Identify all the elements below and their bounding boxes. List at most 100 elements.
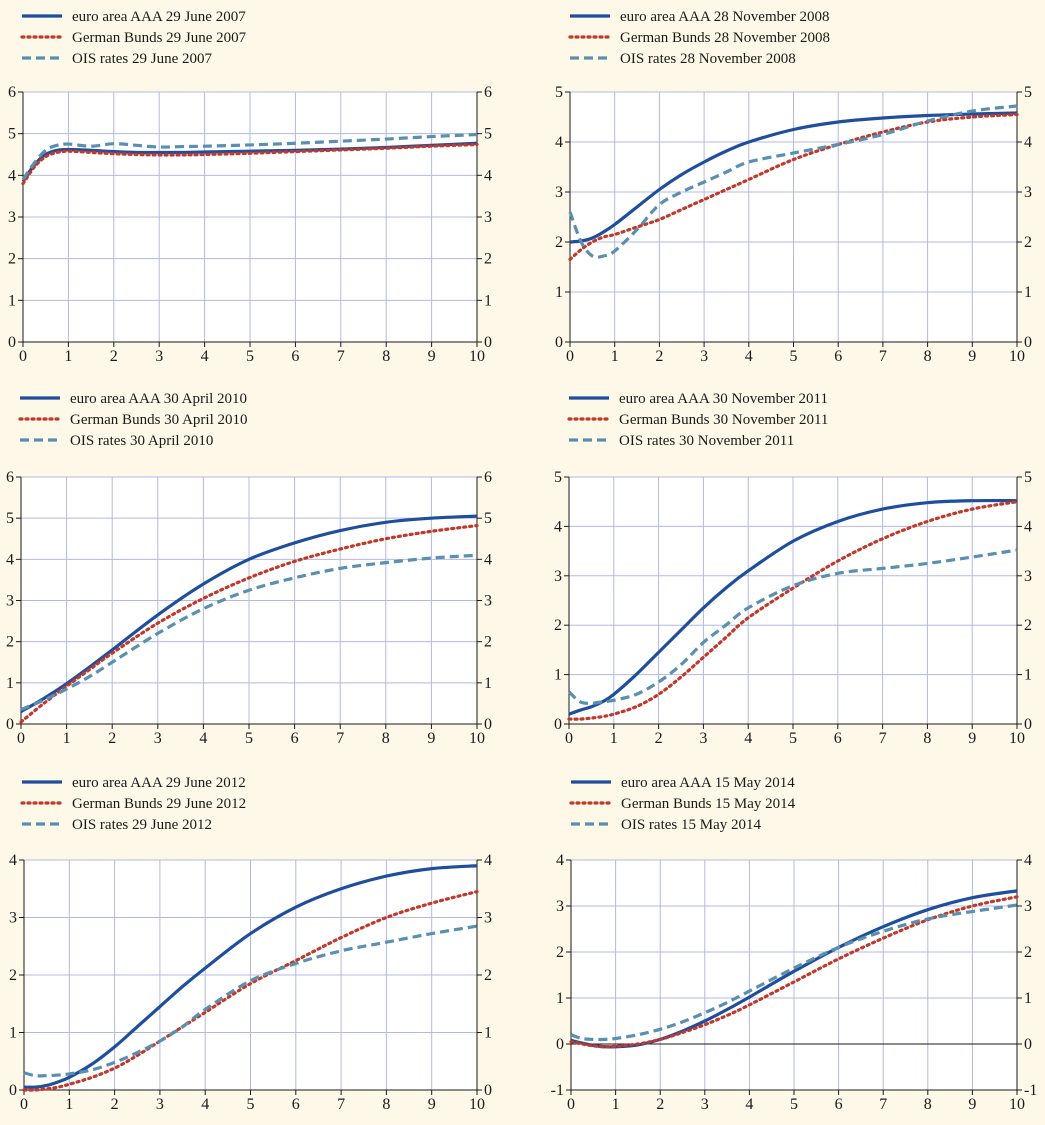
x-tick-label: 10	[1009, 1096, 1025, 1113]
x-tick-label: 2	[656, 1096, 664, 1113]
y-tick-label-left: 3	[8, 209, 16, 226]
y-tick-label-left: 2	[556, 944, 564, 961]
y-tick-label-right: 1	[1024, 284, 1032, 301]
x-tick-label: 7	[879, 348, 887, 365]
x-tick-label: 6	[834, 730, 842, 747]
legend-label: euro area AAA 28 November 2008	[620, 9, 830, 25]
y-tick-label-right: 0	[1024, 716, 1032, 733]
x-tick-label: 0	[567, 1096, 575, 1113]
y-tick-label-left: 0	[9, 1082, 17, 1099]
x-tick-label: 8	[923, 730, 931, 747]
y-tick-label-left: 0	[556, 1036, 564, 1053]
x-tick-label: 1	[65, 1096, 73, 1113]
legend-label: euro area AAA 29 June 2007	[72, 9, 246, 25]
legend-label: OIS rates 30 November 2011	[619, 433, 794, 449]
series-line-dotted	[19, 523, 479, 724]
x-tick-label: 3	[154, 730, 162, 747]
x-tick-label: 2	[108, 730, 116, 747]
legend: euro area AAA 29 June 2012 German Bunds 2…	[20, 775, 246, 833]
series-line-solid	[20, 514, 478, 714]
legend-label: euro area AAA 15 May 2014	[621, 775, 795, 791]
series-line-dashed	[567, 548, 1018, 705]
y-tick-label-left: 5	[6, 510, 14, 527]
y-tick-label-right: 2	[484, 967, 492, 984]
x-tick-label: 7	[337, 348, 345, 365]
legend: euro area AAA 30 November 2011 German Bun…	[567, 391, 828, 449]
chart-panel-5: euro area AAA 29 June 2012 German Bunds 2…	[9, 775, 492, 1113]
x-tick-label: 0	[17, 730, 25, 747]
x-tick-label: 2	[111, 1096, 119, 1113]
x-tick-label: 7	[879, 730, 887, 747]
y-tick-label-right: 2	[1024, 234, 1032, 251]
x-tick-label: 9	[428, 348, 436, 365]
x-tick-label: 8	[924, 348, 932, 365]
x-tick-label: 4	[745, 1096, 753, 1113]
y-tick-label-right: 3	[484, 593, 492, 610]
x-tick-label: 8	[924, 1096, 932, 1113]
y-tick-label-left: 1	[9, 1025, 17, 1042]
x-tick-label: 1	[64, 348, 72, 365]
legend-label: OIS rates 15 May 2014	[621, 817, 761, 833]
x-tick-label: 8	[382, 730, 390, 747]
x-tick-label: 9	[428, 1096, 436, 1113]
y-tick-label-left: 0	[554, 716, 562, 733]
x-tick-label: 8	[382, 1096, 390, 1113]
x-tick-label: 4	[745, 348, 753, 365]
x-tick-label: 10	[469, 348, 485, 365]
chart-panel-4: euro area AAA 30 November 2011 German Bun…	[554, 391, 1032, 747]
x-tick-label: 0	[566, 348, 574, 365]
series-line-dotted	[567, 500, 1019, 721]
legend-label: German Bunds 30 November 2011	[619, 412, 828, 428]
y-tick-label-right: 4	[1024, 852, 1032, 869]
y-tick-label-right: 5	[1024, 84, 1032, 101]
x-tick-label: 5	[790, 1096, 798, 1113]
y-tick-label-left: 0	[555, 334, 563, 351]
series-line-dashed	[23, 924, 478, 1078]
legend-label: German Bunds 30 April 2010	[70, 412, 248, 428]
y-tick-label-left: 2	[6, 634, 14, 651]
y-tick-label-left: 5	[555, 84, 563, 101]
x-tick-label: 5	[246, 348, 254, 365]
y-tick-label-right: 3	[484, 209, 492, 226]
x-tick-label: 10	[469, 730, 485, 747]
x-tick-label: 1	[610, 730, 618, 747]
legend: euro area AAA 29 June 2007 German Bunds 2…	[20, 9, 247, 67]
x-tick-label: 1	[611, 348, 619, 365]
y-tick-label-right: 5	[484, 510, 492, 527]
y-tick-label-right: 3	[1024, 568, 1032, 585]
x-tick-label: 5	[789, 730, 797, 747]
x-tick-label: 1	[63, 730, 71, 747]
x-tick-label: 2	[655, 730, 663, 747]
chart-panel-3: euro area AAA 30 April 2010 German Bunds …	[6, 391, 492, 747]
x-tick-label: 4	[744, 730, 752, 747]
y-tick-label-right: 2	[484, 634, 492, 651]
y-tick-label-left: 1	[8, 292, 16, 309]
y-tick-label-right: 1	[484, 1025, 492, 1042]
x-tick-label: 10	[1009, 348, 1025, 365]
y-tick-label-right: 1	[1024, 990, 1032, 1007]
y-tick-label-right: 0	[1024, 334, 1032, 351]
y-tick-label-right: 5	[484, 126, 492, 143]
y-tick-label-left: -1	[551, 1082, 564, 1099]
y-tick-label-left: 3	[554, 568, 562, 585]
x-tick-label: 6	[834, 348, 842, 365]
x-tick-label: 9	[968, 730, 976, 747]
series-line-dotted	[21, 142, 479, 186]
y-tick-label-left: 4	[556, 852, 564, 869]
y-tick-label-right: 4	[484, 551, 492, 568]
x-tick-label: 9	[968, 348, 976, 365]
y-tick-label-left: 3	[6, 593, 14, 610]
x-tick-label: 10	[1009, 730, 1025, 747]
legend-label: OIS rates 30 April 2010	[70, 433, 213, 449]
y-tick-label-left: 1	[6, 675, 14, 692]
y-tick-label-left: 1	[556, 990, 564, 1007]
x-tick-label: 7	[337, 1096, 345, 1113]
legend: euro area AAA 30 April 2010 German Bunds …	[18, 391, 248, 449]
y-tick-label-right: 1	[1024, 667, 1032, 684]
legend-label: German Bunds 29 June 2012	[72, 796, 246, 812]
x-tick-label: 6	[292, 1096, 300, 1113]
series-line-solid	[569, 111, 1018, 244]
x-tick-label: 5	[245, 730, 253, 747]
y-tick-label-left: 6	[8, 84, 16, 101]
